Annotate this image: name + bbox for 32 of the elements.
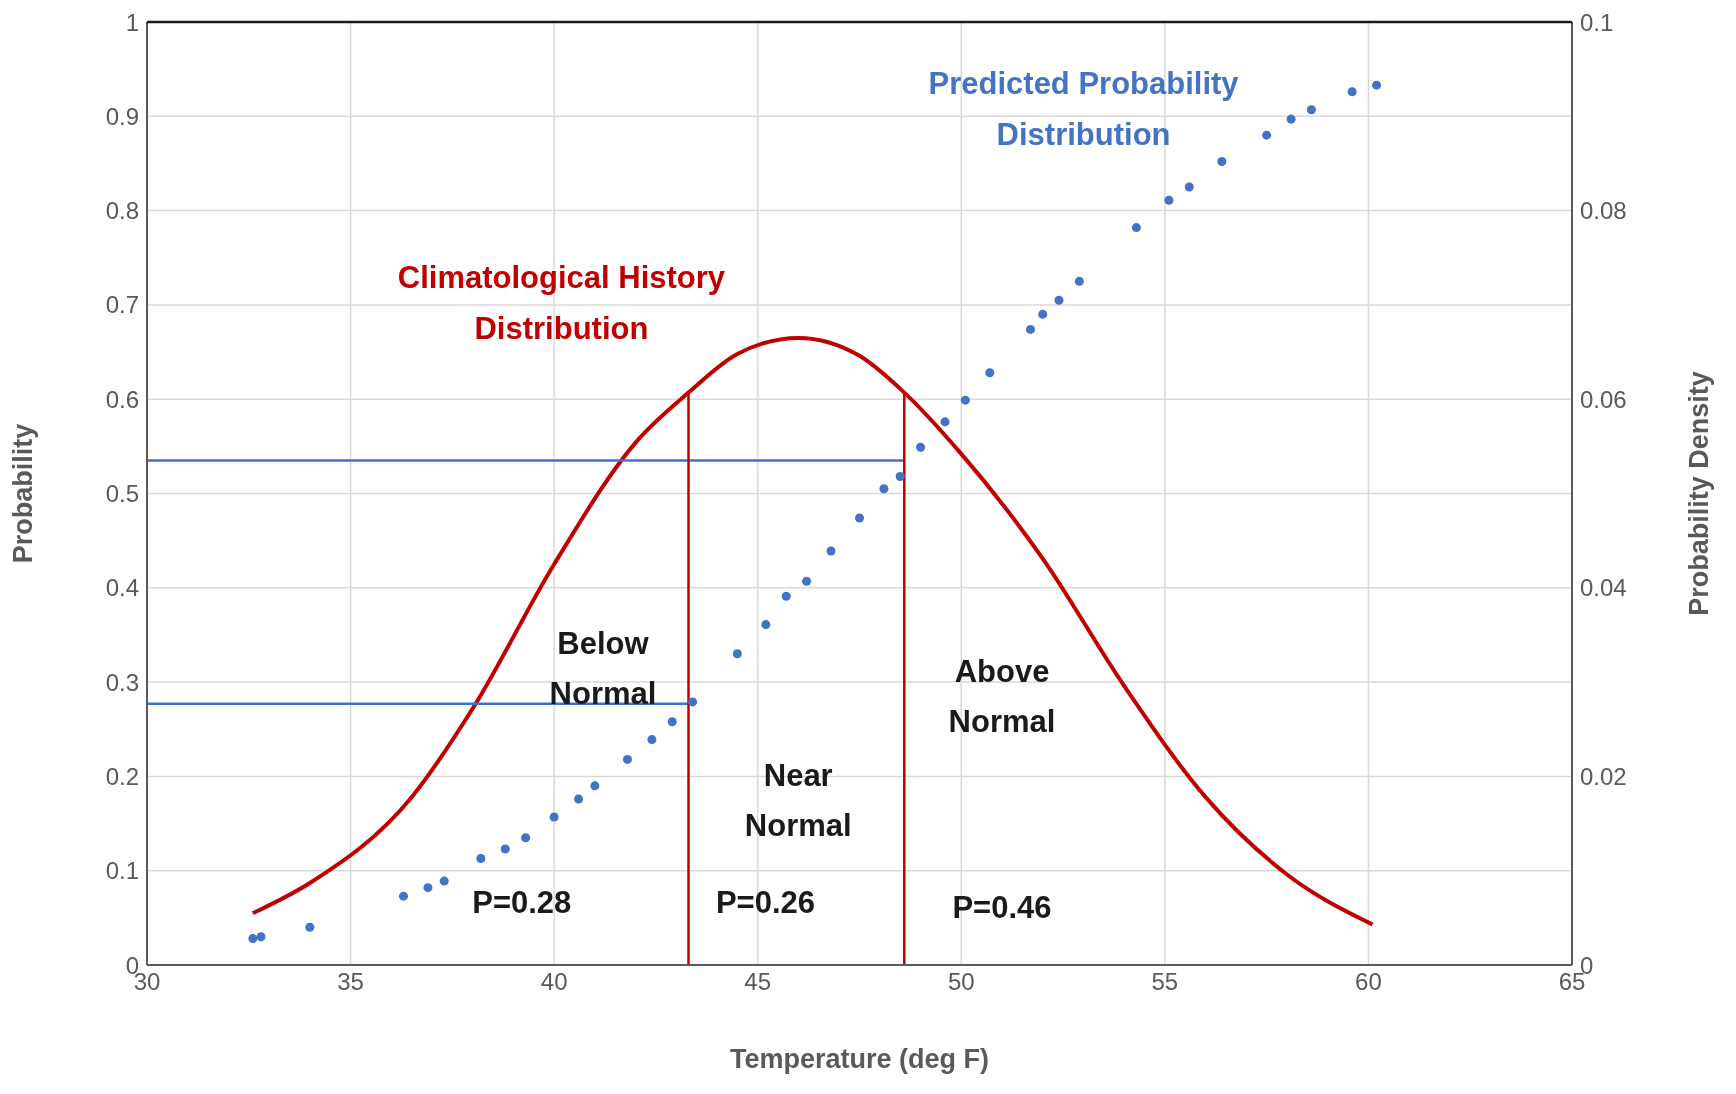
- x-tick-label: 60: [1355, 968, 1382, 996]
- y-tick-label: 0.4: [105, 574, 139, 602]
- y2-tick-label: 0.08: [1580, 197, 1627, 225]
- y-axis-title: Probability: [7, 423, 38, 564]
- series-label: Predicted Probability Distribution: [928, 66, 1240, 153]
- series-label: Climatological History Distribution: [397, 259, 726, 346]
- annotation: P=0.26: [715, 885, 816, 921]
- x-tick-label: 50: [947, 968, 975, 996]
- annotation: P=0.28: [472, 885, 572, 921]
- y-tick-label: 0.7: [105, 291, 139, 319]
- x-tick-label: 45: [744, 968, 772, 996]
- y-tick-label: 0.3: [105, 668, 139, 696]
- annotation: P=0.46: [952, 889, 1052, 925]
- y2-tick-label: 0.04: [1580, 574, 1627, 602]
- annotation: Above Normal: [948, 654, 1056, 740]
- y-tick-label: 0.6: [105, 385, 139, 413]
- y-tick-label: 0.9: [105, 102, 139, 130]
- y-tick-label: 0.2: [105, 762, 139, 790]
- x-tick-label: 35: [337, 968, 364, 996]
- y2-axis-title: Probability Density: [1683, 371, 1714, 616]
- annotation: Near Normal: [744, 757, 852, 843]
- y-tick-label: 0.8: [105, 197, 139, 225]
- x-tick-label: 55: [1151, 968, 1179, 996]
- y2-tick-label: 0.06: [1580, 385, 1627, 413]
- y-tick-label: 0.1: [105, 857, 139, 885]
- y-tick-label: 1: [125, 8, 139, 36]
- y2-tick-label: 0.02: [1580, 762, 1627, 790]
- x-tick-label: 40: [540, 968, 568, 996]
- annotation: Below Normal: [549, 625, 657, 711]
- y-tick-label: 0.5: [105, 480, 139, 508]
- y2-tick-label: 0.1: [1580, 8, 1614, 36]
- x-axis-title: Temperature (deg F): [729, 1044, 990, 1074]
